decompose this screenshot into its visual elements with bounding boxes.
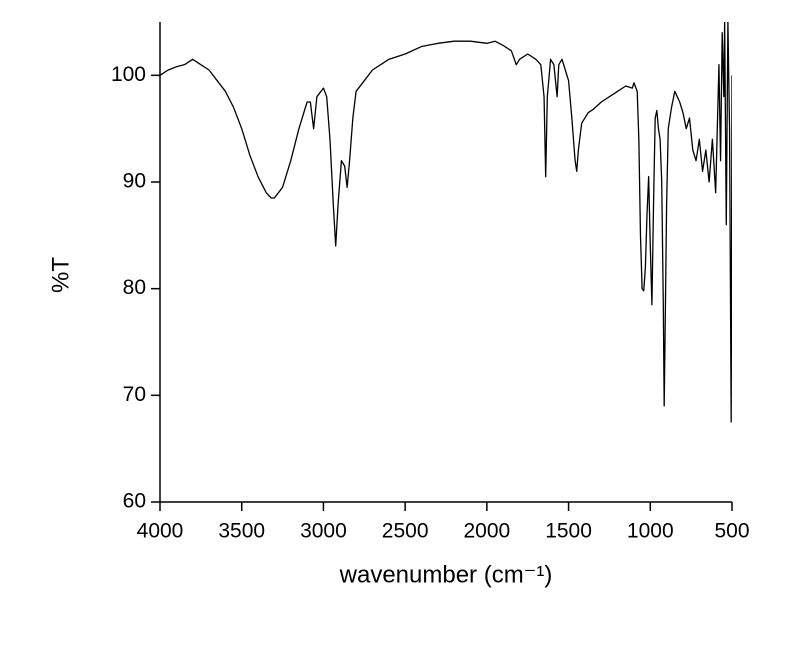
x-tick-label: 2500 bbox=[382, 520, 429, 543]
y-tick-label: 90 bbox=[123, 170, 146, 193]
x-tick-label: 2000 bbox=[463, 520, 510, 543]
y-tick-label: 80 bbox=[123, 276, 146, 299]
x-tick-label: 500 bbox=[714, 520, 749, 543]
y-tick-label: 100 bbox=[111, 63, 146, 86]
y-tick-label: 60 bbox=[123, 490, 146, 513]
y-axis-label: %T bbox=[47, 257, 74, 293]
x-tick-label: 4000 bbox=[137, 520, 184, 543]
x-tick-label: 1000 bbox=[627, 520, 674, 543]
spectrum-line bbox=[160, 22, 732, 423]
x-tick-label: 1500 bbox=[545, 520, 592, 543]
x-tick-label: 3500 bbox=[218, 520, 265, 543]
y-tick-label: 70 bbox=[123, 383, 146, 406]
x-tick-label: 3000 bbox=[300, 520, 347, 543]
x-axis-label: wavenumber (cm⁻¹) bbox=[339, 561, 553, 588]
